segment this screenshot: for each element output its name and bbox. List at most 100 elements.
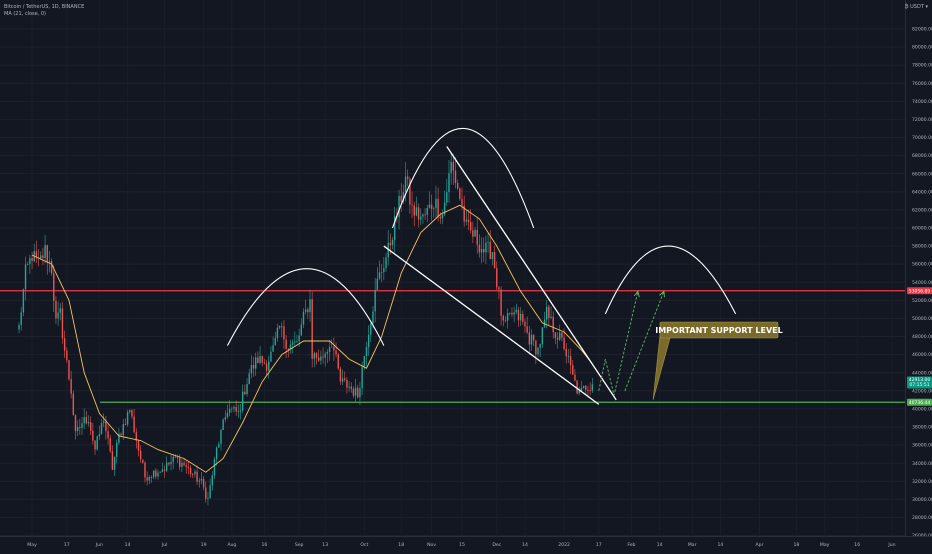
candle-body xyxy=(215,447,218,460)
candle-body xyxy=(515,309,518,313)
candle-body xyxy=(183,462,185,466)
candle-body xyxy=(53,273,55,301)
x-tick-label: Nov xyxy=(427,542,436,548)
candle-body xyxy=(580,388,583,391)
candle-body xyxy=(211,475,213,486)
candle-body xyxy=(63,338,66,351)
candle-body xyxy=(276,327,279,339)
candle-body xyxy=(576,380,578,394)
candle-body xyxy=(61,308,64,339)
ma-line xyxy=(31,204,593,473)
candle-body xyxy=(448,173,450,193)
candle-body xyxy=(322,356,324,358)
candle-body xyxy=(359,388,361,398)
candle-body xyxy=(155,470,157,477)
support-price-label: 40736.44 xyxy=(909,400,931,406)
candle-body xyxy=(339,368,342,382)
candle-body xyxy=(285,339,287,349)
candle-body xyxy=(389,242,392,245)
candle-body xyxy=(452,161,455,171)
arrow-head xyxy=(659,290,665,298)
candle-body xyxy=(578,390,580,394)
candle-body xyxy=(124,424,127,425)
candle-body xyxy=(55,300,57,319)
candle-body xyxy=(574,374,576,381)
candle-body xyxy=(511,312,513,315)
x-tick-label: Jun xyxy=(95,542,103,548)
candle-body xyxy=(424,214,426,216)
candle-body xyxy=(391,239,394,245)
candle-body xyxy=(487,241,489,243)
candle-body xyxy=(231,408,233,410)
x-tick-label: Aug xyxy=(227,542,236,548)
x-tick-label: 14 xyxy=(522,542,528,548)
candle-body xyxy=(467,219,470,223)
candle-body xyxy=(20,312,22,326)
x-tick-label: May xyxy=(27,542,37,548)
x-tick-label: 14 xyxy=(717,542,723,548)
candle-body xyxy=(302,311,305,325)
candle-body xyxy=(176,457,179,459)
candle-body xyxy=(498,287,500,290)
candle-body xyxy=(428,204,431,208)
candle-body xyxy=(502,315,504,321)
y-tick-label: 40000.00 xyxy=(912,406,932,412)
x-tick-label: Jul xyxy=(161,542,168,548)
candle-body xyxy=(372,311,374,324)
candle-body xyxy=(168,462,170,465)
candle-body xyxy=(120,433,122,436)
candle-body xyxy=(407,176,409,179)
candle-body xyxy=(333,346,335,351)
candle-body xyxy=(196,471,198,482)
candle-body xyxy=(346,379,348,388)
candle-body xyxy=(463,205,465,222)
candle-body xyxy=(439,216,442,219)
candles xyxy=(18,153,594,506)
candle-body xyxy=(202,478,205,488)
candle-body xyxy=(348,386,350,388)
candle-body xyxy=(144,462,146,478)
candle-body xyxy=(146,477,148,481)
candle-body xyxy=(48,261,51,263)
y-tick-label: 82000.00 xyxy=(912,27,932,33)
candle-body xyxy=(218,443,220,448)
candle-body xyxy=(509,312,511,314)
candle-body xyxy=(563,337,565,349)
candle-body xyxy=(131,410,133,417)
candle-body xyxy=(200,478,203,481)
candle-body xyxy=(85,417,88,424)
candle-body xyxy=(426,207,428,215)
candle-body xyxy=(320,356,322,361)
candle-body xyxy=(485,242,487,253)
candle-body xyxy=(402,192,405,202)
candle-body xyxy=(72,393,75,416)
candle-body xyxy=(89,422,92,431)
x-tick-label: 15 xyxy=(459,542,465,548)
candle-body xyxy=(296,341,298,342)
candle-body xyxy=(569,356,572,366)
currency-selector[interactable]: ₿ USDT ▾ xyxy=(904,4,928,10)
candle-body xyxy=(46,245,48,263)
candle-body xyxy=(522,313,524,322)
y-tick-label: 46000.00 xyxy=(912,352,932,358)
candle-body xyxy=(103,421,105,423)
x-tick-label: May xyxy=(820,542,830,548)
x-axis-bar xyxy=(0,536,932,550)
candle-body xyxy=(311,299,313,359)
candle-body xyxy=(450,161,452,174)
projection-arrow-2 xyxy=(624,291,665,391)
candle-body xyxy=(480,248,483,253)
candle-body xyxy=(252,365,255,369)
candle-body xyxy=(420,216,422,220)
candle-body xyxy=(585,385,587,390)
candle-body xyxy=(172,456,174,462)
y-tick-label: 52000.00 xyxy=(912,298,932,304)
candle-body xyxy=(107,431,109,439)
candle-body xyxy=(496,268,498,288)
candle-body xyxy=(365,347,368,357)
candle-body xyxy=(374,289,376,312)
candle-body xyxy=(109,438,111,452)
candle-body xyxy=(591,384,594,391)
